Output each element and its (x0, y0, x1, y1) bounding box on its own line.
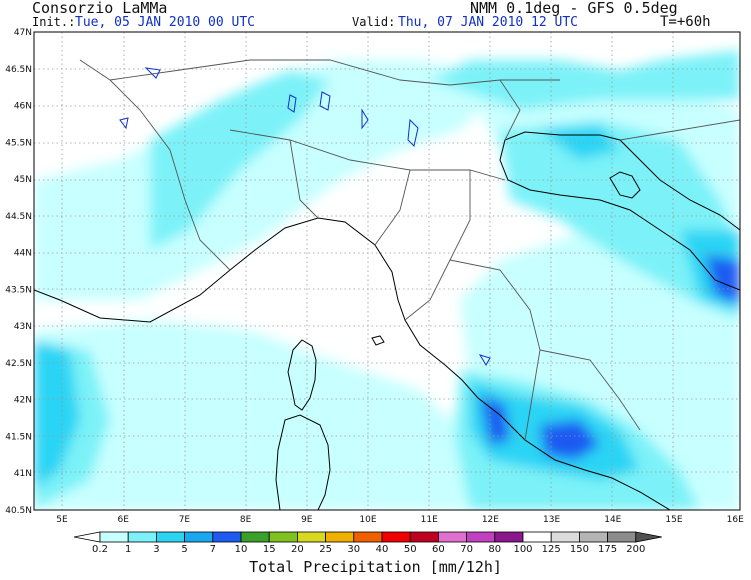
legend-threshold-label: 20 (291, 544, 304, 555)
latitude-label: 47N (14, 28, 32, 38)
longitude-label: 8E (240, 515, 252, 525)
legend-swatch (522, 531, 552, 543)
legend-swatch (184, 531, 214, 543)
longitude-label: 7E (179, 515, 191, 525)
latitude-label: 46.5N (5, 65, 32, 75)
color-legend: 0.2 1 3 5 7 10 15 20 25 30 40 50 60 70 80 100 125 150 175 2… (73, 531, 662, 555)
legend-swatch (409, 531, 439, 543)
longitude-label: 6E (117, 515, 129, 525)
lakes (119, 67, 491, 366)
longitude-label: 13E (543, 515, 560, 525)
map-frame (33, 31, 741, 511)
legend-threshold-label: 30 (347, 544, 360, 555)
legend-threshold-label: 80 (488, 544, 501, 555)
latitude-label: 45N (14, 175, 32, 185)
lat-lon-grid (34, 32, 740, 510)
latitude-label: 42.5N (5, 359, 32, 369)
legend-threshold-label: 70 (460, 544, 473, 555)
longitude-label: 12E (482, 515, 499, 525)
latitude-label: 40.5N (5, 506, 32, 516)
valid-value: Thu, 07 JAN 2010 12 UTC (398, 15, 579, 30)
legend-threshold-label: 50 (404, 544, 417, 555)
organization-title: Consorzio LaMMa (32, 0, 168, 17)
lead-time: T=+60h (660, 14, 711, 30)
legend-threshold-label: 200 (626, 544, 645, 555)
legend-swatch (212, 531, 242, 543)
borders (79, 59, 740, 441)
legend-swatch (579, 531, 609, 543)
legend-swatch (127, 531, 157, 543)
legend-swatch (550, 531, 580, 543)
latitude-label: 41.5N (5, 432, 32, 442)
legend-swatch (607, 531, 637, 543)
longitude-label: 10E (359, 515, 376, 525)
longitude-label: 16E (727, 515, 744, 525)
legend-swatch (635, 531, 662, 543)
legend-swatch (268, 531, 298, 543)
legend-swatch (353, 531, 383, 543)
precipitation-field (34, 32, 740, 510)
legend-swatch (494, 531, 524, 543)
latitude-label: 41N (14, 469, 32, 479)
legend-threshold-label: 100 (513, 544, 532, 555)
longitude-label: 15E (665, 515, 682, 525)
longitude-label: 14E (604, 515, 621, 525)
legend-swatch (296, 531, 326, 543)
legend-swatch (155, 531, 185, 543)
legend-threshold-label: 25 (319, 544, 332, 555)
legend-threshold-label: 175 (598, 544, 617, 555)
legend-threshold-label: 60 (432, 544, 445, 555)
latitude-label: 43.5N (5, 285, 32, 295)
legend-threshold-label: 5 (181, 544, 187, 555)
legend-threshold-label: 40 (376, 544, 389, 555)
legend-swatch (437, 531, 467, 543)
init-label: Init.: (32, 15, 76, 29)
valid-label: Valid: (352, 15, 396, 29)
legend-threshold-label: 7 (210, 544, 216, 555)
legend-swatch (381, 531, 411, 543)
coastlines (34, 131, 740, 510)
legend-threshold-label: 0.2 (92, 544, 108, 555)
longitude-labels: 5E 6E 7E 8E 9E 10E 11E 12E 13E 14E 15E 16E (56, 515, 744, 525)
legend-swatch (466, 531, 496, 543)
legend-threshold-label: 150 (570, 544, 589, 555)
legend-threshold-label: 10 (235, 544, 248, 555)
legend-threshold-label: 1 (125, 544, 131, 555)
legend-threshold-label: 15 (263, 544, 276, 555)
legend-swatch (325, 531, 355, 543)
latitude-label: 45.5N (5, 138, 32, 148)
legend-threshold-label: 125 (542, 544, 561, 555)
longitude-label: 11E (421, 515, 438, 525)
latitude-label: 43N (14, 322, 32, 332)
latitude-label: 44N (14, 249, 32, 259)
latitude-label: 46N (14, 102, 32, 112)
latitude-labels: 47N 46.5N 46N 45.5N 45N 44.5N 44N 43.5N 43N 42.5N… (5, 28, 32, 516)
legend-title: Total Precipitation [mm/12h] (249, 558, 502, 576)
legend-swatch (99, 531, 129, 543)
latitude-label: 42N (14, 396, 32, 406)
longitude-label: 9E (301, 515, 313, 525)
longitude-label: 5E (56, 515, 68, 525)
model-title: NMM 0.1deg - GFS 0.5deg (470, 0, 678, 17)
legend-swatch (240, 531, 270, 543)
init-value: Tue, 05 JAN 2010 00 UTC (75, 15, 256, 30)
legend-swatch (73, 531, 101, 543)
legend-threshold-label: 3 (153, 544, 159, 555)
latitude-label: 44.5N (5, 212, 32, 222)
